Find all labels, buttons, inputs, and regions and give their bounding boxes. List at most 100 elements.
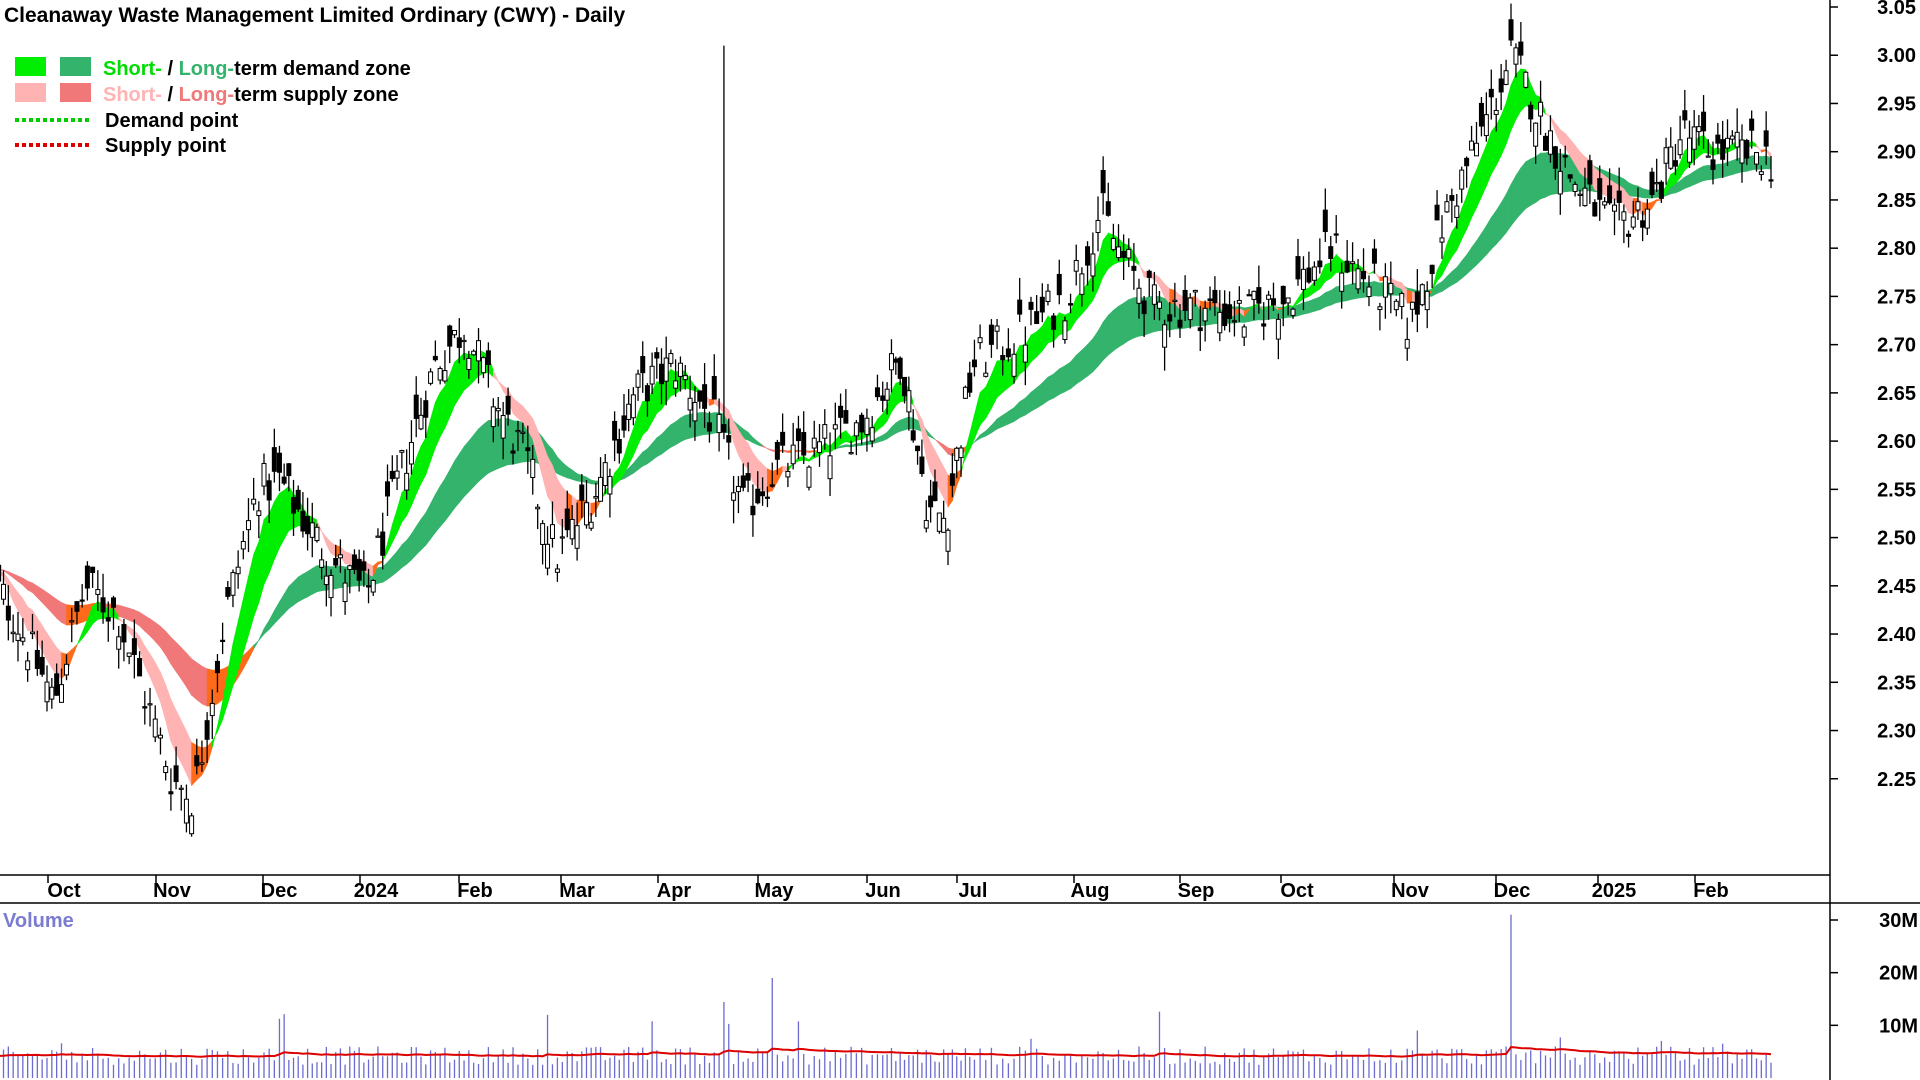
long-term-band-segment (1466, 246, 1472, 275)
candle-body (1090, 253, 1096, 277)
long-term-band-segment (651, 437, 658, 461)
long-term-band-segment (139, 611, 146, 632)
candle-body (1444, 201, 1450, 213)
long-term-band-segment (1008, 407, 1015, 425)
candle-body (337, 554, 343, 559)
long-term-band-segment (1471, 239, 1477, 271)
candle-body (1251, 290, 1257, 300)
short-term-band-segment (497, 380, 504, 392)
long-term-band-segment (396, 543, 403, 573)
long-term-band-segment (1461, 254, 1467, 279)
candle-body (1473, 142, 1479, 157)
candle-body (256, 510, 262, 517)
candle-body (1068, 303, 1074, 306)
candle-body (1672, 160, 1678, 167)
candle-body (832, 424, 838, 430)
long-term-band-segment (201, 665, 208, 707)
candle-body (1136, 287, 1142, 304)
long-term-band-segment (1500, 193, 1507, 240)
candle-body (399, 450, 405, 453)
date-tick-label: Sep (1178, 880, 1215, 902)
candle-body (1592, 202, 1598, 217)
long-term-band-segment (377, 566, 384, 584)
long-term-band-segment (1002, 410, 1009, 427)
candle-body (95, 589, 101, 595)
short-term-band-segment (1325, 262, 1332, 282)
long-term-band-segment (46, 591, 53, 614)
long-term-band-segment (463, 440, 470, 498)
legend-supply-point: Supply point (105, 135, 226, 157)
long-term-band-segment (581, 474, 587, 483)
candle-body (1182, 289, 1188, 311)
candle-body (1611, 204, 1617, 212)
price-tick-label: 2.35 (1877, 672, 1916, 694)
candle-body (602, 462, 608, 487)
price-tick-label: 2.45 (1877, 576, 1916, 598)
candle-body (864, 417, 870, 435)
short-term-band-segment (713, 398, 720, 408)
long-term-band-segment (420, 511, 427, 551)
long-term-band-segment (316, 565, 323, 593)
candle-body (74, 601, 80, 612)
candle-body (199, 762, 205, 765)
long-term-band-segment (996, 414, 1004, 430)
long-term-band-segment (895, 419, 901, 434)
long-term-band-segment (144, 615, 151, 637)
candle-body (1339, 272, 1345, 292)
candle-body (49, 686, 55, 700)
candle-body (1533, 122, 1539, 147)
long-term-band-segment (1319, 292, 1326, 311)
short-term-band-segment (430, 402, 436, 462)
date-axis: Oct Nov Dec 2024 Feb Mar Apr May Jun Jul Aug Sep Oct… (47, 875, 1729, 902)
candle-body (682, 375, 688, 381)
candle-body (554, 568, 560, 573)
long-term-band-segment (293, 576, 299, 606)
long-term-band-segment (473, 428, 479, 488)
long-term-band-segment (1698, 165, 1704, 183)
long-term-band-segment (1019, 397, 1026, 419)
price-tick-label: 2.80 (1877, 238, 1916, 260)
long-term-band-segment (415, 518, 422, 556)
candle-body (569, 518, 575, 540)
long-term-band-segment (633, 456, 639, 474)
candle-body (827, 455, 833, 480)
short-term-band-layer (0, 68, 1772, 787)
candle-body (915, 445, 921, 452)
long-term-band-segment (850, 443, 857, 448)
date-tick-label: May (755, 880, 795, 902)
short-term-band-segment (1712, 147, 1719, 156)
long-term-band-segment (647, 442, 653, 465)
short-term-band-segment (1545, 111, 1551, 119)
candle-body (928, 495, 934, 508)
short-term-band-segment (628, 428, 634, 465)
short-term-band-segment (824, 442, 831, 453)
candle-body (295, 489, 301, 510)
candle-body (806, 466, 812, 488)
candle-body (437, 368, 443, 381)
price-tick-label: 2.55 (1877, 479, 1916, 501)
candle-body (413, 394, 419, 419)
candle-body (1543, 135, 1549, 151)
candle-body (1017, 299, 1023, 315)
long-term-band-layer (0, 151, 1772, 707)
short-term-band-segment (895, 381, 901, 407)
candle-body (1582, 187, 1588, 207)
long-term-band-segment (478, 423, 484, 483)
long-term-band-segment (1108, 309, 1114, 356)
long-term-band-segment (248, 644, 254, 660)
long-term-band-segment (1727, 160, 1733, 177)
long-term-band-segment (1476, 232, 1482, 266)
long-term-band-segment (1059, 365, 1066, 395)
candle-body (408, 442, 414, 465)
candle-body (485, 350, 491, 366)
long-term-band-segment (1520, 160, 1527, 215)
candle-body (1000, 355, 1006, 361)
candle-body (333, 558, 339, 566)
short-term-band-segment (1510, 74, 1517, 131)
candle-body (654, 352, 660, 359)
candle-body (897, 357, 903, 379)
candle-body (1734, 131, 1740, 148)
long-term-band-segment (586, 476, 592, 485)
candle-body (10, 631, 16, 635)
long-term-band-segment (1642, 188, 1648, 199)
